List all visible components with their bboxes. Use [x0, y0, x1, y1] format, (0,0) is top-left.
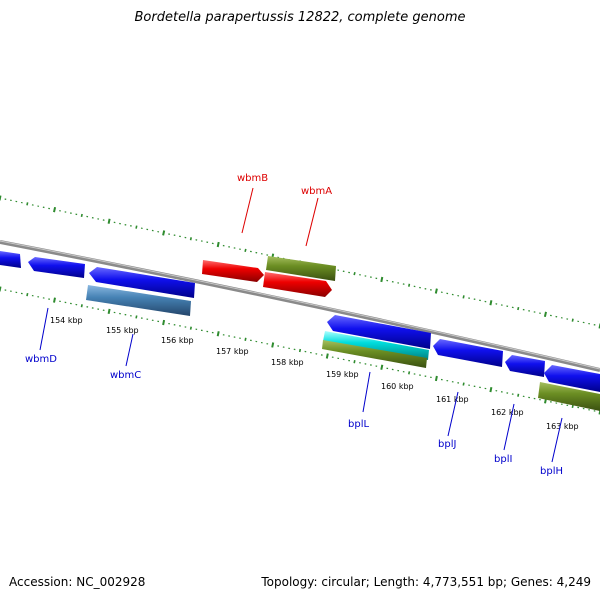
- ruler-tick: [162, 319, 166, 326]
- accession-text: Accession: NC_002928: [9, 575, 146, 589]
- ruler-tick: [517, 393, 520, 397]
- leader-line: [503, 403, 515, 451]
- position-label: 154 kbp: [50, 316, 83, 325]
- leader-line: [39, 307, 49, 351]
- cds-arrow[interactable]: [202, 260, 264, 282]
- gene-label-wbmD[interactable]: wbmD: [25, 354, 57, 365]
- forward-strand-features: [202, 256, 336, 297]
- cds-arrow[interactable]: [322, 340, 427, 368]
- position-label: 160 kbp: [381, 382, 414, 391]
- ruler-tick: [216, 331, 220, 337]
- ruler-tick: [408, 283, 411, 287]
- position-label: 159 kbp: [326, 370, 359, 379]
- gene-label-bplL[interactable]: bplL: [348, 419, 369, 430]
- ruler-tick: [571, 318, 574, 322]
- ruler-tick: [325, 353, 329, 359]
- gene-label-bplI[interactable]: bplI: [494, 454, 512, 465]
- ruler-tick: [135, 315, 138, 319]
- leader-line: [241, 187, 254, 234]
- cds-arrow[interactable]: [86, 285, 191, 316]
- ruler-tick: [189, 237, 192, 241]
- cds-arrow[interactable]: [433, 339, 503, 367]
- gene-labels: wbmB wbmA wbmD wbmC bplL bplJ bplI bplH: [25, 173, 563, 477]
- genome-backbone: [0, 240, 600, 372]
- cds-arrow[interactable]: [28, 257, 85, 278]
- cds-arrow[interactable]: [263, 272, 332, 297]
- ruler-tick: [0, 195, 2, 201]
- position-label: 161 kbp: [436, 395, 469, 404]
- position-label: 155 kbp: [106, 326, 139, 335]
- ruler-tick: [107, 308, 111, 314]
- ruler-tick: [462, 295, 465, 299]
- ruler-tick: [80, 213, 83, 218]
- ruler-tick: [543, 311, 547, 318]
- gene-label-bplH[interactable]: bplH: [540, 466, 563, 477]
- ruler-tick: [244, 337, 247, 341]
- ruler-tick: [298, 348, 302, 353]
- ruler-tick: [80, 304, 83, 308]
- gene-label-wbmA[interactable]: wbmA: [301, 186, 332, 197]
- ruler-tick: [434, 375, 438, 382]
- cds-arrow[interactable]: [544, 365, 600, 392]
- gene-label-bplJ[interactable]: bplJ: [438, 439, 456, 450]
- cds-arrow[interactable]: [89, 267, 195, 298]
- position-label: 162 kbp: [491, 408, 524, 417]
- leader-line: [125, 333, 134, 367]
- ruler-tick: [135, 225, 138, 229]
- reverse-strand-features: [0, 251, 600, 411]
- position-label: 158 kbp: [271, 358, 304, 367]
- cds-arrow[interactable]: [323, 331, 429, 360]
- ruler-tick: [380, 364, 384, 370]
- ruler-tick: [489, 387, 493, 393]
- ruler-tick: [434, 288, 438, 294]
- cds-arrow[interactable]: [327, 315, 431, 349]
- cds-arrow[interactable]: [505, 355, 545, 377]
- ruler-tick: [489, 300, 493, 306]
- ruler-tick: [517, 306, 520, 311]
- gene-label-wbmC[interactable]: wbmC: [110, 370, 141, 381]
- cds-arrow[interactable]: [266, 256, 336, 281]
- ruler-tick: [0, 286, 2, 292]
- ruler-tick: [53, 297, 56, 303]
- ruler-tick: [26, 292, 29, 297]
- ruler-tick: [408, 371, 411, 375]
- position-label: 163 kbp: [546, 422, 579, 431]
- leader-line: [447, 391, 459, 437]
- cds-arrow[interactable]: [0, 251, 21, 268]
- gene-leader-lines: [39, 187, 563, 463]
- ruler-tick: [53, 206, 57, 213]
- cds-arrow[interactable]: [538, 382, 600, 411]
- ruler-tick: [162, 230, 166, 236]
- ruler-tick: [216, 241, 220, 248]
- position-label: 156 kbp: [161, 336, 194, 345]
- ruler-tick: [571, 404, 574, 409]
- gene-label-wbmB[interactable]: wbmB: [237, 173, 268, 184]
- leader-line: [305, 197, 319, 247]
- leader-line: [362, 371, 371, 413]
- ruler-tick: [189, 326, 192, 330]
- inner-tick-track: [0, 286, 600, 415]
- ruler-tick: [353, 360, 356, 364]
- ruler-tick: [107, 218, 111, 224]
- leader-line: [551, 417, 563, 463]
- ruler-tick: [26, 202, 29, 206]
- map-title: Bordetella parapertussis 12822, complete…: [134, 10, 466, 25]
- ruler-tick: [462, 382, 465, 386]
- position-labels: 154 kbp 155 kbp 156 kbp 157 kbp 158 kbp …: [50, 316, 579, 431]
- ruler-tick: [380, 276, 384, 283]
- ruler-tick: [244, 248, 247, 252]
- position-label: 157 kbp: [216, 347, 249, 356]
- topology-summary: Topology: circular; Length: 4,773,551 bp…: [261, 575, 591, 589]
- ruler-tick: [271, 342, 275, 348]
- genome-backbone-highlight: [0, 240, 600, 370]
- ruler-tick: [353, 272, 356, 276]
